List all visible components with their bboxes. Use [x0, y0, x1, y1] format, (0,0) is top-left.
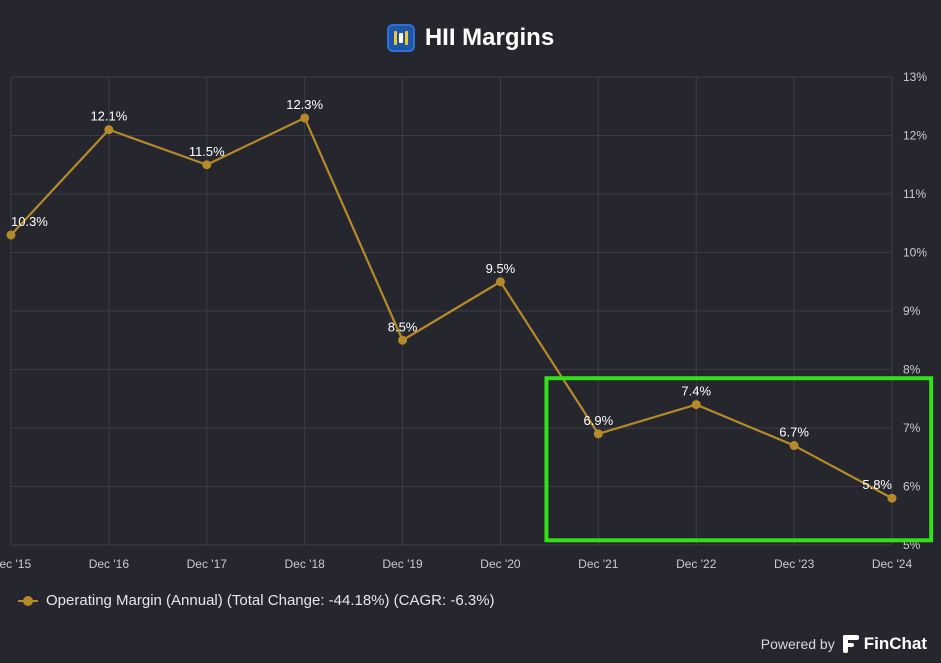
x-tick-label: Dec '21 — [578, 557, 619, 571]
highlight-box — [544, 376, 934, 543]
y-tick-label: 13% — [903, 70, 927, 84]
finchat-logo-icon — [842, 635, 859, 653]
x-tick-label: Dec '19 — [382, 557, 423, 571]
powered-by-footer[interactable]: Powered by FinChat — [761, 634, 927, 654]
x-tick-label: Dec '24 — [872, 557, 913, 571]
y-tick-label: 9% — [903, 304, 921, 318]
legend-label: Operating Margin (Annual) (Total Change:… — [46, 592, 495, 609]
y-tick-label: 12% — [903, 129, 927, 143]
x-tick-label: Dec '18 — [285, 557, 326, 571]
x-tick-label: Dec '17 — [187, 557, 228, 571]
x-tick-label: Dec '20 — [480, 557, 521, 571]
data-point — [398, 335, 408, 345]
data-label: 7.4% — [681, 384, 711, 399]
data-label: 6.9% — [584, 413, 614, 428]
data-point — [887, 493, 897, 503]
data-label: 8.5% — [388, 319, 418, 334]
y-tick-label: 7% — [903, 421, 921, 435]
data-point — [104, 125, 114, 135]
data-point — [300, 113, 310, 123]
chart-title: HII Margins — [424, 24, 555, 51]
data-point — [789, 441, 799, 451]
hii-logo-icon — [386, 24, 415, 52]
x-tick-label: Dec '15 — [0, 557, 31, 571]
chart-header: HII Margins — [0, 20, 941, 56]
data-label: 10.3% — [11, 214, 48, 229]
data-point — [495, 277, 505, 287]
data-point — [202, 160, 212, 170]
y-tick-label: 11% — [903, 187, 926, 201]
legend-swatch-icon — [18, 595, 38, 607]
data-point — [593, 429, 603, 439]
data-label: 12.3% — [286, 97, 323, 112]
finchat-brand-label: FinChat — [863, 634, 927, 653]
finchat-brand[interactable]: FinChat — [842, 634, 927, 654]
data-label: 9.5% — [486, 261, 516, 276]
data-point — [691, 400, 701, 410]
x-tick-label: Dec '16 — [89, 557, 130, 571]
series-line — [10, 116, 893, 500]
y-tick-label: 10% — [903, 246, 927, 260]
data-label: 5.8% — [862, 477, 892, 492]
x-tick-label: Dec '22 — [676, 557, 717, 571]
data-label: 6.7% — [779, 425, 809, 440]
data-point — [6, 230, 16, 240]
y-tick-label: 6% — [903, 480, 921, 494]
x-tick-label: Dec '23 — [774, 557, 815, 571]
y-tick-label: 8% — [903, 363, 921, 377]
chart-legend[interactable]: Operating Margin (Annual) (Total Change:… — [18, 592, 495, 609]
data-label: 12.1% — [90, 109, 127, 124]
data-label: 11.5% — [189, 144, 225, 159]
powered-by-text: Powered by — [760, 636, 835, 652]
